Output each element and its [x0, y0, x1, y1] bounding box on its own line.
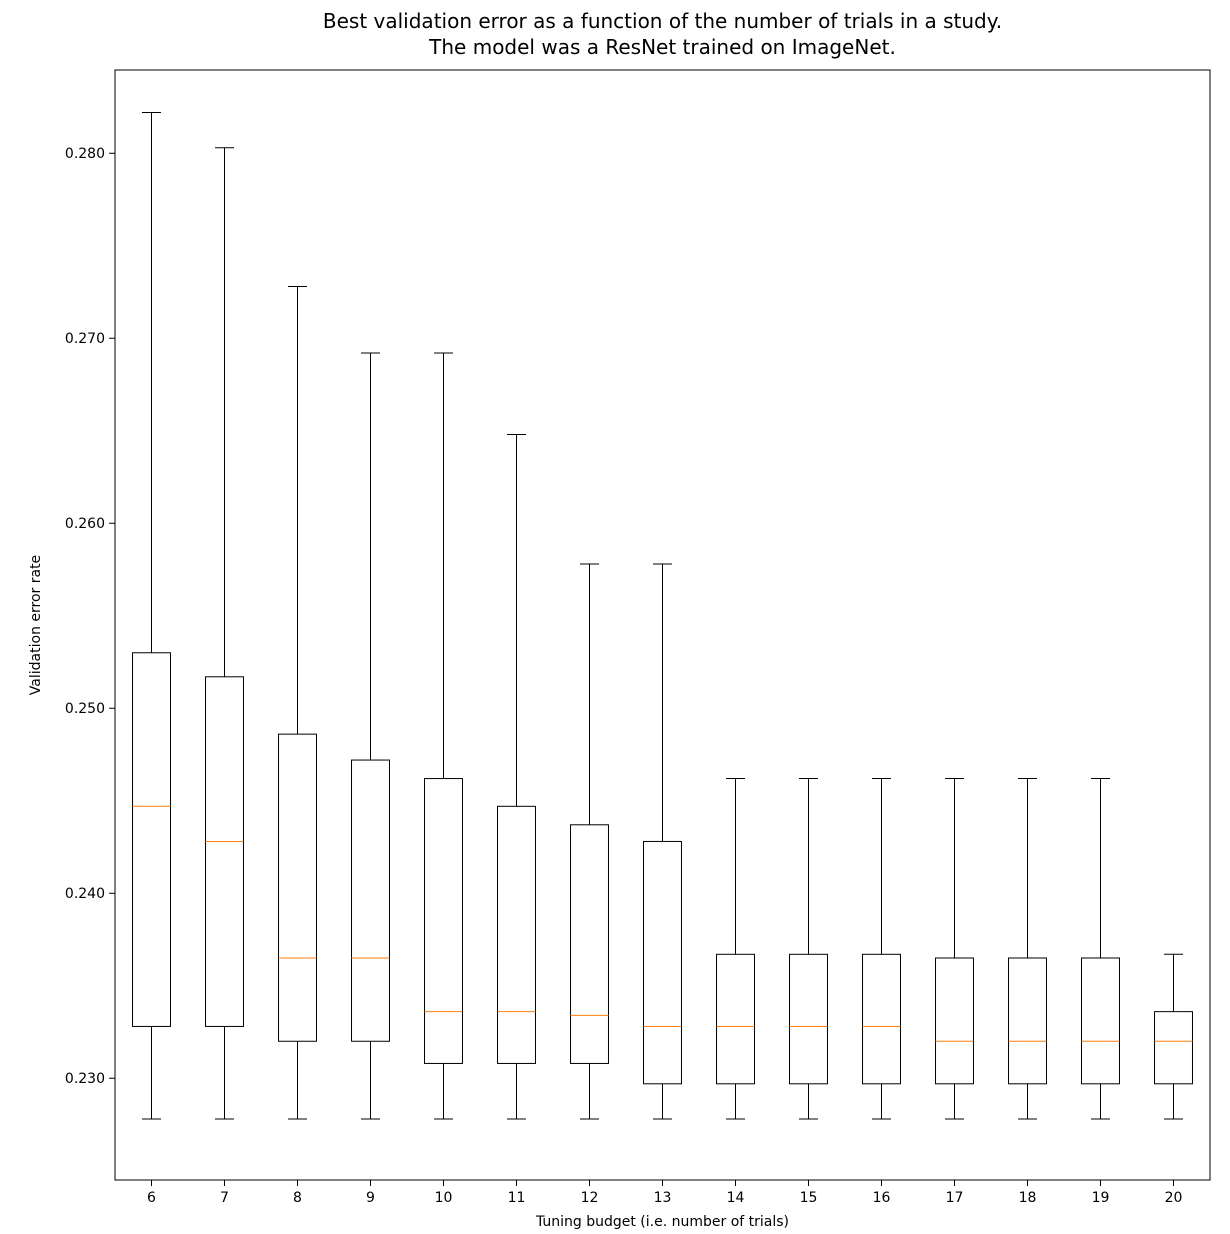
x-tick-label: 16: [873, 1190, 891, 1206]
box: [279, 734, 317, 1041]
boxplot-chart: Best validation error as a function of t…: [0, 0, 1230, 1234]
x-tick-label: 9: [366, 1190, 375, 1206]
x-tick-label: 7: [220, 1190, 229, 1206]
y-tick-label: 0.240: [65, 886, 105, 902]
box: [1082, 958, 1120, 1084]
x-tick-label: 8: [293, 1190, 302, 1206]
box: [936, 958, 974, 1084]
x-tick-label: 12: [581, 1190, 599, 1206]
box: [571, 825, 609, 1064]
x-tick-label: 11: [508, 1190, 526, 1206]
box: [863, 954, 901, 1084]
box: [352, 760, 390, 1041]
box: [1009, 958, 1047, 1084]
y-tick-label: 0.260: [65, 516, 105, 532]
x-tick-label: 20: [1165, 1190, 1183, 1206]
y-tick-label: 0.230: [65, 1071, 105, 1087]
x-tick-label: 13: [654, 1190, 672, 1206]
x-tick-label: 17: [946, 1190, 964, 1206]
x-tick-label: 15: [800, 1190, 818, 1206]
x-tick-label: 19: [1092, 1190, 1110, 1206]
box: [498, 806, 536, 1063]
box: [425, 779, 463, 1064]
chart-title-line2: The model was a ResNet trained on ImageN…: [428, 35, 896, 59]
y-axis-label: Validation error rate: [28, 555, 44, 695]
x-tick-label: 6: [147, 1190, 156, 1206]
chart-svg: Best validation error as a function of t…: [0, 0, 1230, 1234]
y-tick-label: 0.280: [65, 146, 105, 162]
box: [644, 841, 682, 1083]
x-tick-label: 18: [1019, 1190, 1037, 1206]
x-tick-label: 14: [727, 1190, 745, 1206]
y-tick-label: 0.270: [65, 331, 105, 347]
chart-title-line1: Best validation error as a function of t…: [323, 9, 1002, 33]
x-axis-label: Tuning budget (i.e. number of trials): [535, 1214, 789, 1230]
box: [717, 954, 755, 1084]
x-tick-label: 10: [435, 1190, 453, 1206]
box: [1155, 1012, 1193, 1084]
box: [790, 954, 828, 1084]
box: [206, 677, 244, 1027]
y-tick-label: 0.250: [65, 701, 105, 717]
box: [133, 653, 171, 1027]
